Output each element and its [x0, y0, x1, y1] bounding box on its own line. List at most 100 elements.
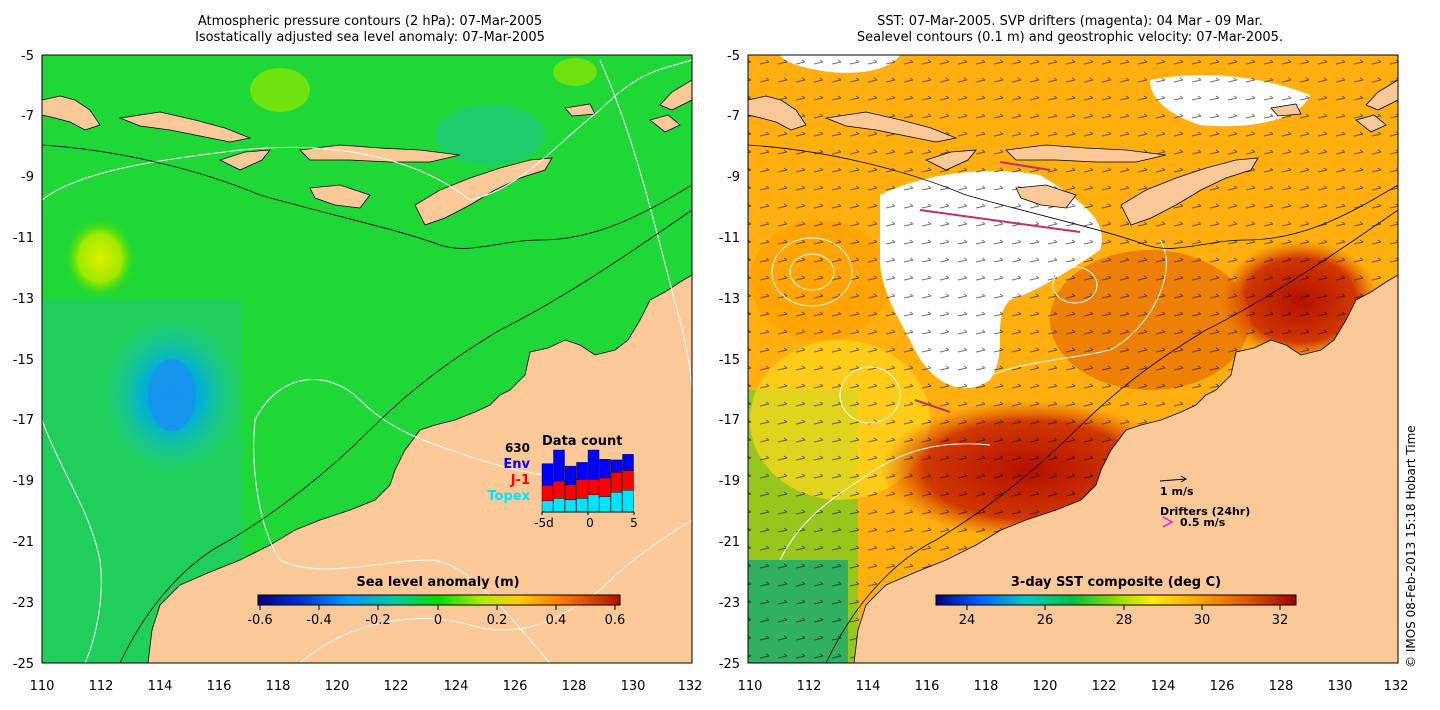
data-count-bar-env [553, 449, 565, 482]
data-count-title: Data count [542, 434, 622, 449]
right-ytick-4: -13 [719, 292, 740, 307]
right-y-axis: -5 -7 -9 -11 -13 -15 -17 -19 -21 -23 -25 [719, 49, 740, 672]
left-timor-island [414, 157, 553, 226]
data-count-inset: Data count 630 Env J-1 Topex -5d 0 5 [487, 434, 637, 530]
data-count-xtick-1: 0 [586, 516, 594, 530]
data-count-bar-topex [576, 498, 588, 513]
right-colorbar [935, 594, 1297, 606]
right-flores-island [1005, 144, 1167, 163]
right-xtick-5: 120 [1033, 679, 1058, 694]
data-count-legend-topex: Topex [487, 489, 530, 504]
drifter-scale-label: 0.5 m/s [1180, 516, 1226, 529]
data-count-bar-topex [541, 500, 554, 513]
right-xtick-1: 112 [797, 679, 822, 694]
left-pressure-contour-6 [599, 59, 693, 401]
data-count-bar-topex [564, 499, 577, 513]
right-ytick-6: -17 [719, 413, 740, 428]
right-map [747, 55, 1399, 664]
velocity-scale-label: 1 m/s [1160, 485, 1194, 498]
left-cb-tick-5: 0.4 [546, 613, 567, 628]
left-flores-island [299, 144, 461, 163]
right-sealevel-contour-2 [779, 443, 991, 561]
right-coast-contour [747, 144, 1399, 249]
right-xtick-10: 130 [1328, 679, 1353, 694]
right-xtick-6: 122 [1092, 679, 1117, 694]
right-xtick-2: 114 [856, 679, 881, 694]
left-coast-contour [41, 144, 693, 249]
right-map-title: SST: 07-Mar-2005. SVP drifters (magenta)… [790, 14, 1350, 46]
left-xtick-3: 116 [207, 679, 232, 694]
data-count-bar-env [610, 459, 623, 473]
left-java-island [41, 95, 101, 131]
left-xtick-8: 126 [503, 679, 528, 694]
left-yellow-north2 [553, 58, 597, 86]
left-pressure-contour-2 [41, 419, 102, 664]
left-ytick-2: -9 [21, 170, 34, 185]
data-count-bar-topex [622, 490, 634, 513]
left-ytick-6: -17 [13, 413, 34, 428]
left-title-line2: Isostatically adjusted sea level anomaly… [195, 30, 545, 45]
left-map [41, 55, 693, 664]
left-xtick-2: 114 [148, 679, 173, 694]
data-count-bar-j1 [587, 478, 600, 495]
data-count-bar-j1 [622, 470, 634, 491]
left-australia-land [147, 274, 693, 664]
left-ytick-1: -7 [21, 109, 34, 124]
left-ytick-4: -13 [13, 292, 34, 307]
left-map-frame [41, 54, 693, 664]
left-cb-tick-2: -0.2 [365, 613, 390, 628]
right-ytick-10: -25 [719, 657, 740, 672]
right-australia-land [853, 274, 1399, 664]
left-title-line1: Atmospheric pressure contours (2 hPa): 0… [197, 14, 543, 29]
data-count-bar-env [599, 459, 611, 479]
right-cb-tick-4: 32 [1272, 613, 1289, 628]
left-xtick-11: 132 [678, 679, 703, 694]
right-colorbar-ticks: 24 26 28 30 32 [959, 605, 1289, 628]
data-count-bar-j1 [553, 480, 565, 499]
left-x-axis: 110 112 114 116 118 120 122 124 126 128 … [30, 679, 703, 694]
right-shelf-contour [825, 209, 1399, 664]
data-count-bar-j1 [564, 484, 577, 500]
right-timor-island [1120, 157, 1259, 226]
right-ytick-2: -9 [727, 170, 740, 185]
right-xtick-9: 128 [1269, 679, 1294, 694]
right-x-axis: 110 112 114 116 118 120 122 124 126 128 … [738, 679, 1409, 694]
left-cb-tick-1: -0.4 [306, 613, 331, 628]
data-count-bar-j1 [610, 472, 623, 493]
right-eddy-contour-1 [771, 237, 853, 307]
right-ytick-7: -19 [719, 474, 740, 489]
right-sealevel-contour-1 [979, 239, 1167, 381]
right-title-line1: SST: 07-Mar-2005. SVP drifters (magenta)… [877, 14, 1263, 29]
left-xtick-6: 122 [384, 679, 409, 694]
left-high-sla-region [64, 218, 136, 298]
left-ytick-9: -23 [13, 596, 34, 611]
right-ytick-0: -5 [727, 49, 740, 64]
right-sumba-island [1015, 184, 1077, 209]
data-count-bar-env [541, 463, 554, 486]
left-colorbar-label: Sea level anomaly (m) [356, 575, 519, 590]
right-xtick-11: 132 [1384, 679, 1409, 694]
right-xtick-7: 124 [1151, 679, 1176, 694]
right-ytick-8: -21 [719, 535, 740, 550]
data-count-bars [541, 449, 634, 513]
left-xtick-9: 128 [562, 679, 587, 694]
right-title-line2: Sealevel contours (0.1 m) and geostrophi… [856, 30, 1284, 45]
right-ytick-3: -11 [719, 231, 740, 246]
drifter-scale-arrow [1162, 516, 1174, 528]
left-pressure-contour-3 [254, 379, 581, 476]
right-scale-legend: 1 m/s Drifters (24hr) 0.5 m/s [1159, 475, 1250, 529]
right-eddy-contour-3 [839, 366, 901, 424]
data-count-bar-env [576, 462, 588, 480]
left-ytick-5: -15 [13, 353, 34, 368]
right-colorbar-label: 3-day SST composite (deg C) [1011, 575, 1221, 590]
left-xtick-4: 118 [266, 679, 291, 694]
data-count-bar-topex [610, 491, 623, 513]
left-colorbar-ticks: -0.6 -0.4 -0.2 0 0.2 0.4 0.6 [247, 605, 625, 628]
imos-timestamp: © IMOS 08-Feb-2013 15:18 Hobart Time [1404, 425, 1418, 668]
left-cb-tick-4: 0.2 [487, 613, 508, 628]
data-count-legend-env: Env [503, 457, 530, 472]
right-eddy-contour-2 [789, 253, 835, 291]
left-ytick-3: -11 [13, 231, 34, 246]
data-count-bar-topex [553, 498, 565, 513]
left-shelf-contour [119, 209, 693, 664]
